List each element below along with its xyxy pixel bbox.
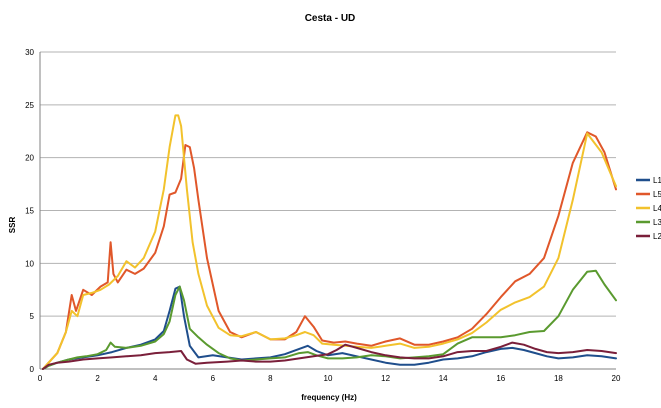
y-tick-labels: 0 5 10 15 20 25 30: [25, 48, 34, 374]
x-tick-label: 10: [324, 374, 333, 383]
gridlines: [40, 51, 616, 317]
x-axis-label: frequency (Hz): [301, 393, 357, 402]
x-tick-label: 16: [496, 374, 505, 383]
series-line-l5: [41, 131, 617, 370]
y-tick-label: 5: [30, 312, 35, 321]
y-tick-label: 0: [30, 365, 35, 374]
x-tick-label: 14: [439, 374, 448, 383]
series-line-l4: [41, 114, 617, 370]
x-tick-label: 8: [268, 374, 273, 383]
legend-label: L5: [653, 190, 661, 199]
axes: [39, 52, 616, 370]
legend: L1 L5 L4 L3 L2: [636, 176, 661, 241]
y-tick-label: 25: [25, 101, 34, 110]
x-tick-label: 18: [554, 374, 563, 383]
x-tick-label: 0: [38, 374, 43, 383]
y-tick-label: 30: [25, 48, 34, 57]
x-tick-labels: 0 2 4 6 8 10 12 14 16 18 20: [38, 374, 621, 383]
series-line-l3: [41, 269, 617, 370]
y-tick-label: 15: [25, 207, 34, 216]
y-tick-label: 10: [25, 259, 34, 268]
x-tick-label: 20: [612, 374, 621, 383]
y-tick-label: 20: [25, 154, 34, 163]
x-tick-label: 12: [381, 374, 390, 383]
legend-label: L2: [653, 232, 661, 241]
y-axis-label: SSR: [8, 217, 17, 234]
chart-title: Cesta - UD: [305, 13, 356, 24]
x-tick-label: 2: [95, 374, 100, 383]
legend-label: L3: [653, 218, 661, 227]
x-tick-label: 4: [153, 374, 158, 383]
series-line-l2: [41, 341, 617, 370]
x-tick-label: 6: [211, 374, 216, 383]
series-lines: [41, 114, 617, 370]
legend-label: L1: [653, 176, 661, 185]
legend-label: L4: [653, 204, 661, 213]
